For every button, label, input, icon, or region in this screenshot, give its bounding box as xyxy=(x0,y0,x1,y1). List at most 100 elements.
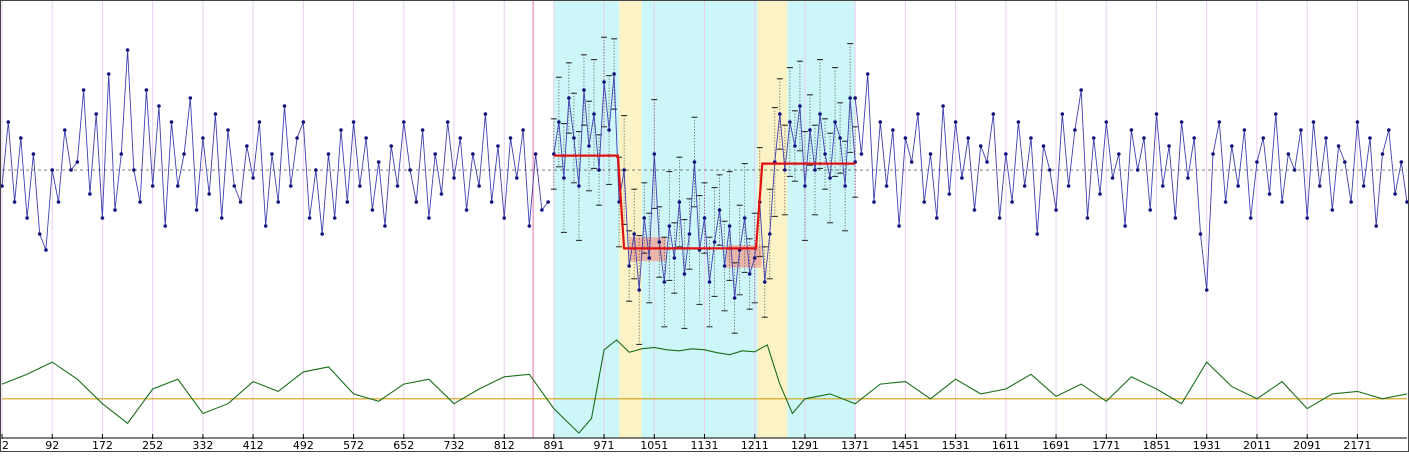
series-1-point-84 xyxy=(527,224,532,228)
series-3-point-61 xyxy=(1236,184,1240,188)
series-3-point-4 xyxy=(878,120,883,124)
series-3-point-11 xyxy=(922,200,927,204)
series-1-point-73 xyxy=(458,136,463,140)
series-3-point-63 xyxy=(1248,216,1253,220)
series-3-point-38 xyxy=(1091,136,1096,140)
series-3-point-24 xyxy=(1004,152,1008,156)
series-1-point-47 xyxy=(295,136,299,140)
highlight-box-2 xyxy=(726,245,762,268)
series-1-point-14 xyxy=(88,192,92,196)
x-tick-label-5: 412 xyxy=(243,439,264,452)
series-1-point-1 xyxy=(6,120,11,124)
series-3-point-55 xyxy=(1198,232,1203,236)
series-1-point-7 xyxy=(44,248,48,252)
x-tick-label-6: 492 xyxy=(293,439,314,452)
series-3-point-21 xyxy=(985,160,989,164)
series-1-point-57 xyxy=(358,184,362,188)
series-1-point-24 xyxy=(150,184,155,188)
series-1-point-37 xyxy=(232,184,237,188)
series-3-point-71 xyxy=(1299,128,1303,132)
series-1-point-43 xyxy=(270,152,274,156)
series-3-point-17 xyxy=(960,176,964,180)
x-tick-label-2: 172 xyxy=(92,439,113,452)
series-2-point-11 xyxy=(607,128,611,132)
series-3-point-67 xyxy=(1273,112,1278,116)
upper-panel xyxy=(0,36,1409,345)
series-1-point-25 xyxy=(157,104,161,108)
series-3-point-86 xyxy=(1393,192,1397,196)
series-2-point-53 xyxy=(818,112,822,116)
series-2-point-1 xyxy=(557,120,561,124)
x-tick-label-1: 92 xyxy=(45,439,59,452)
x-tick-label-16: 1291 xyxy=(791,439,819,452)
series-3-point-80 xyxy=(1355,120,1360,124)
series-1-point-10 xyxy=(62,128,67,132)
series-3-point-65 xyxy=(1261,136,1266,140)
series-2-point-9 xyxy=(597,168,601,172)
series-1-point-39 xyxy=(245,144,249,148)
series-1-point-33 xyxy=(207,192,211,196)
series-1-point-58 xyxy=(364,136,368,140)
series-1-point-52 xyxy=(326,152,331,156)
x-tick-label-18: 1451 xyxy=(891,439,919,452)
series-2-point-38 xyxy=(742,216,747,220)
series-2-point-8 xyxy=(592,112,596,116)
series-1-point-22 xyxy=(138,200,142,204)
series-1-point-3 xyxy=(19,136,23,140)
series-1-point-13 xyxy=(81,88,86,92)
series-1-point-81 xyxy=(508,136,513,140)
x-tick-label-3: 252 xyxy=(142,439,163,452)
series-3-point-83 xyxy=(1374,224,1379,228)
series-3-point-84 xyxy=(1380,152,1385,156)
series-1-point-64 xyxy=(401,120,406,124)
series-1-point-44 xyxy=(276,200,281,204)
series-3-point-14 xyxy=(941,104,945,108)
x-tick-label-25: 2011 xyxy=(1243,439,1271,452)
series-2-point-57 xyxy=(838,136,842,140)
series-3-point-76 xyxy=(1330,208,1335,212)
yellow-region-2 xyxy=(757,0,788,438)
series-1-point-18 xyxy=(113,208,117,212)
series-3-point-66 xyxy=(1267,192,1272,196)
series-2-point-24 xyxy=(672,256,677,260)
x-tick-label-22: 1771 xyxy=(1092,439,1120,452)
x-tick-label-10: 812 xyxy=(494,439,515,452)
series-2-point-50 xyxy=(803,184,807,188)
x-tick-label-17: 1371 xyxy=(841,439,869,452)
series-3-point-68 xyxy=(1280,200,1284,204)
series-3-point-12 xyxy=(928,152,933,156)
series-3-point-77 xyxy=(1336,144,1341,148)
series-3-point-82 xyxy=(1368,136,1372,140)
series-3-point-25 xyxy=(1010,200,1014,204)
series-1-point-71 xyxy=(445,120,450,124)
series-3-point-79 xyxy=(1349,200,1353,204)
x-tick-label-9: 732 xyxy=(444,439,465,452)
x-tick-label-21: 1691 xyxy=(1042,439,1070,452)
series-3-point-27 xyxy=(1022,184,1027,188)
series-2-point-54 xyxy=(823,152,827,156)
x-tick-label-0: 12 xyxy=(0,439,9,452)
series-3-point-60 xyxy=(1230,144,1234,148)
series-1-point-45 xyxy=(282,104,287,108)
series-1-point-20 xyxy=(125,48,130,52)
series-2-point-45 xyxy=(778,112,782,116)
series-3-point-0 xyxy=(853,96,857,100)
series-line-1 xyxy=(1,49,549,251)
series-2-point-33 xyxy=(717,208,722,212)
series-1-point-12 xyxy=(75,160,80,164)
series-3-point-28 xyxy=(1029,136,1033,140)
series-2-point-34 xyxy=(722,264,727,268)
series-1-point-5 xyxy=(31,152,36,156)
grid-layer xyxy=(1,0,1358,438)
series-3-point-10 xyxy=(916,112,920,116)
series-3-point-31 xyxy=(1047,168,1052,172)
series-2-point-14 xyxy=(622,168,626,172)
series-2-point-51 xyxy=(808,128,812,132)
series-2-point-27 xyxy=(687,232,692,236)
series-1-point-79 xyxy=(496,144,500,148)
series-3-point-47 xyxy=(1148,208,1153,212)
series-3-point-32 xyxy=(1054,208,1058,212)
series-1-point-55 xyxy=(345,200,350,204)
series-3-point-26 xyxy=(1016,120,1021,124)
